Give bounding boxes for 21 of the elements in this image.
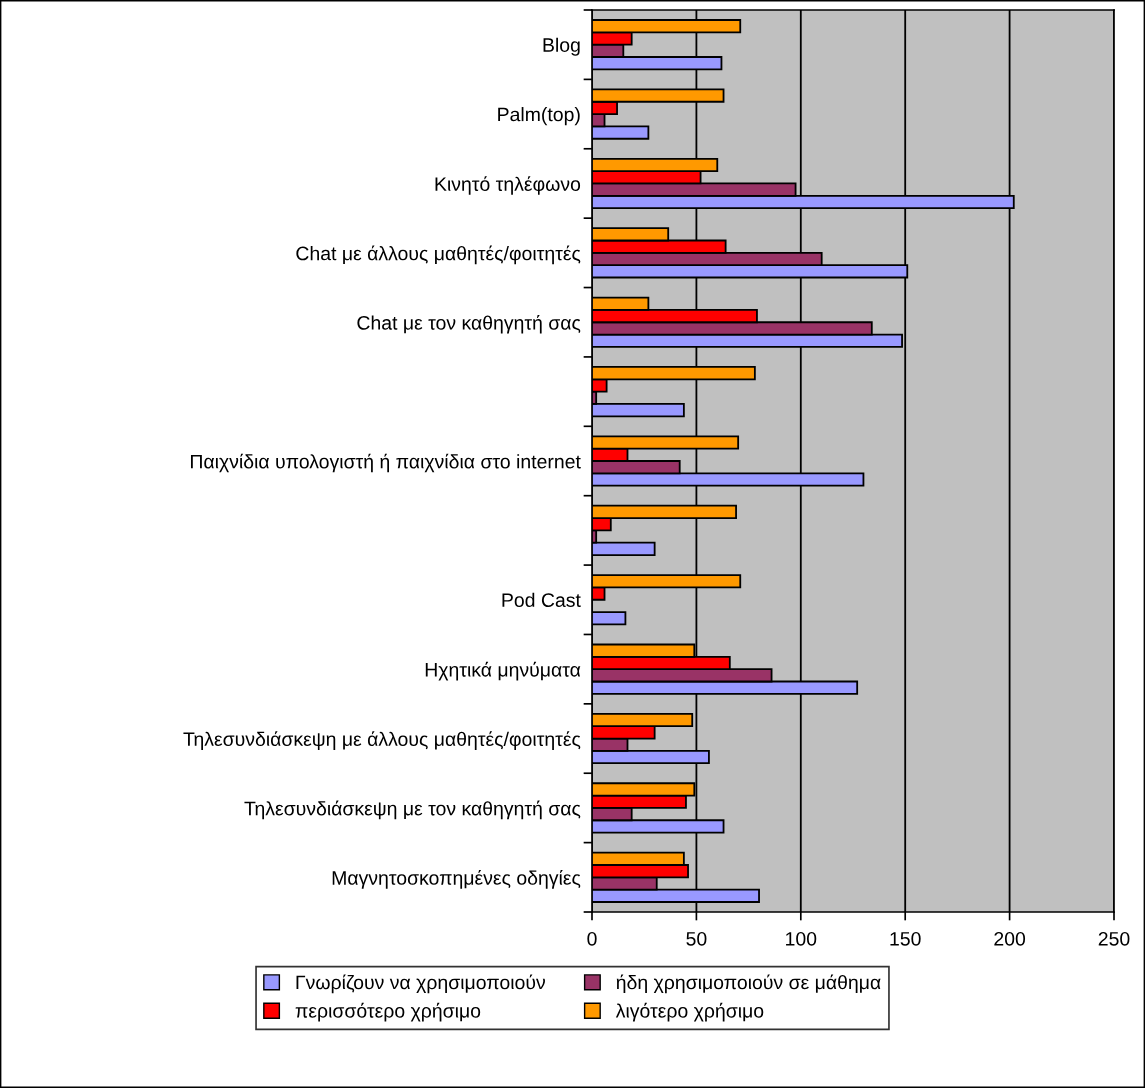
x-tick-label: 250 [1098,931,1130,946]
y-tick-label: Τηλεσυνδιάσκεψη με άλλους μαθητές/φοιτητές [183,731,581,750]
y-tick-label: Τηλεσυνδιάσκεψη με τον καθηγητή σας [244,800,581,820]
y-tick-label: Pod Cast [502,592,581,608]
x-tick-label: 150 [890,931,921,946]
legend-label: λιγότερο χρήσιμο [615,1002,764,1022]
y-tick-label: Chat με τον καθηγητή σας [357,314,581,334]
y-tick-label: Chat με άλλους μαθητές/φοιτητές [296,245,581,265]
y-tick-label: Palm(top) [498,107,580,126]
x-tick-label: 50 [686,931,707,946]
y-tick-label: Μαγνητοσκοπημένες οδηγίες [332,869,581,889]
legend-label: Γνωρίζουν να χρησιμοποιούν [296,974,545,994]
x-tick-label: 200 [994,931,1026,946]
y-tick-label: Ηχητικά μηνύματα [425,661,581,681]
legend-label: περισσότερο χρήσιμο [295,1002,481,1022]
y-tick-label: Κινητό τηλέφωνο [435,176,581,195]
x-tick-label: 100 [786,931,817,946]
y-tick-label: Παιχνίδια υπολογιστή ή παιχνίδια στο internet [190,453,581,473]
legend-label: ήδη χρησιμοποιούν σε μάθημα [616,974,881,994]
x-tick-label: 0 [587,931,597,946]
y-tick-label: Blog [543,37,580,56]
